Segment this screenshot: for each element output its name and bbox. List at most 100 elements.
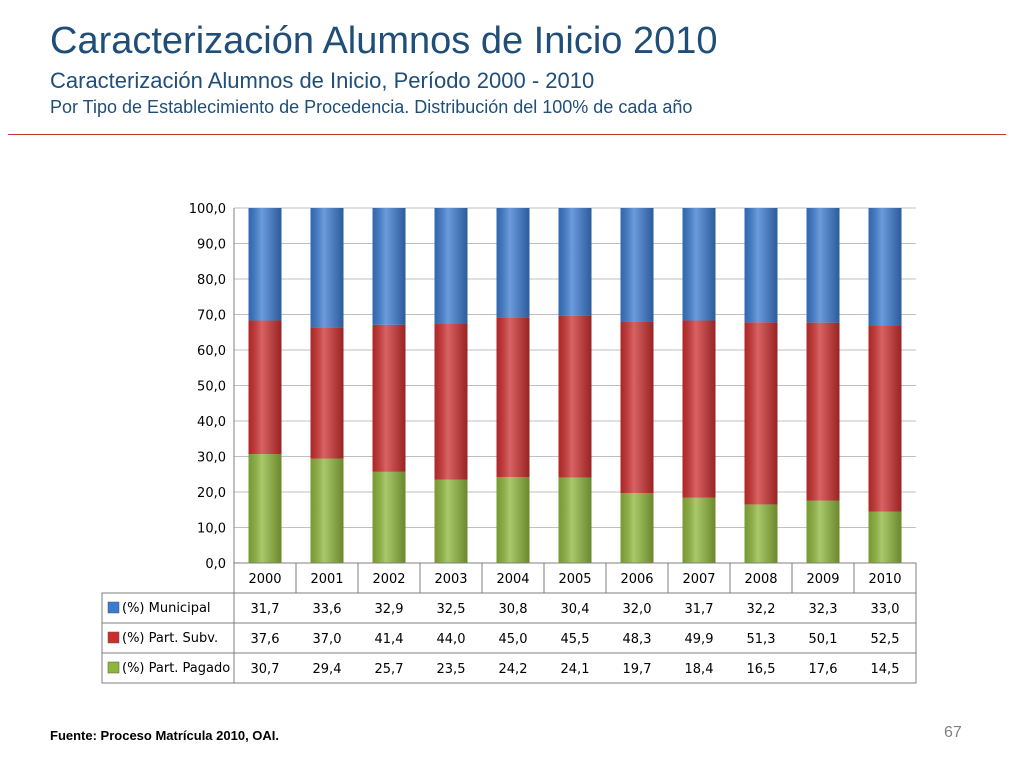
data-label: 51,3 xyxy=(747,632,776,647)
x-tick-label: 2007 xyxy=(682,572,715,587)
bar-segment-shading xyxy=(744,208,778,323)
bar-segment-shading xyxy=(620,208,654,322)
bar-segment-shading xyxy=(248,454,282,563)
bar-segment-shading xyxy=(558,315,592,478)
bar-segment-shading xyxy=(620,321,654,494)
bar-segment-shading xyxy=(248,208,282,321)
bar-segment-shading xyxy=(372,471,406,563)
bar-segment-shading xyxy=(434,479,468,563)
data-label: 31,7 xyxy=(685,602,714,617)
data-label: 32,2 xyxy=(747,602,776,617)
data-label: 32,0 xyxy=(623,602,652,617)
data-label: 45,0 xyxy=(499,632,528,647)
data-label: 33,0 xyxy=(871,602,900,617)
bar-segment-shading xyxy=(248,320,282,455)
data-label: 19,7 xyxy=(623,662,652,677)
y-tick-label: 70,0 xyxy=(197,309,226,324)
bar-segment-shading xyxy=(310,458,344,563)
slide-title: Caracterización Alumnos de Inicio 2010 xyxy=(50,20,718,62)
bar-segment-shading xyxy=(868,208,902,326)
y-tick-label: 50,0 xyxy=(197,380,226,395)
bar-segment-shading xyxy=(310,327,344,459)
x-tick-label: 2003 xyxy=(434,572,467,587)
bar-segment-shading xyxy=(310,208,344,328)
page-number: 67 xyxy=(944,724,962,741)
y-tick-label: 40,0 xyxy=(197,415,226,430)
data-label: 16,5 xyxy=(747,662,776,677)
x-tick-label: 2009 xyxy=(806,572,839,587)
data-label: 30,7 xyxy=(251,662,280,677)
data-label: 24,2 xyxy=(499,662,528,677)
data-table: 2000 2001 2002 2003 2004 2005 2006 2007 2008 2009… xyxy=(101,562,917,684)
data-label: 37,6 xyxy=(251,632,280,647)
bar-segment-shading xyxy=(558,208,592,316)
x-tick-label: 2010 xyxy=(868,572,901,587)
y-tick-label: 0,0 xyxy=(205,557,226,572)
data-label: 33,6 xyxy=(313,602,342,617)
bar-segment-shading xyxy=(806,500,840,563)
data-label: 30,8 xyxy=(499,602,528,617)
data-label: 49,9 xyxy=(685,632,714,647)
x-tick-label: 2006 xyxy=(620,572,653,587)
data-label: 48,3 xyxy=(623,632,652,647)
legend-label: (%) Part. Pagado xyxy=(122,661,230,676)
x-tick-label: 2002 xyxy=(372,572,405,587)
y-tick-label: 20,0 xyxy=(197,486,226,501)
bar-segment-shading xyxy=(496,208,530,318)
data-label: 23,5 xyxy=(437,662,466,677)
bar-segment-shading xyxy=(682,320,716,498)
table-header-row xyxy=(233,562,917,594)
data-label: 52,5 xyxy=(871,632,900,647)
legend-label: (%) Part. Subv. xyxy=(122,631,218,646)
data-label: 24,1 xyxy=(561,662,590,677)
legend-key xyxy=(107,631,120,644)
data-label: 32,5 xyxy=(437,602,466,617)
slide-description: Por Tipo de Establecimiento de Procedenc… xyxy=(50,97,693,117)
y-axis: 0,0 10,0 20,0 30,0 40,0 50,0 60,0 70,0 80,0 90,0 1… xyxy=(189,202,235,572)
bar-segment-shading xyxy=(434,323,468,480)
x-tick-label: 2004 xyxy=(496,572,529,587)
data-label: 25,7 xyxy=(375,662,404,677)
bar-segment-shading xyxy=(496,317,530,478)
bars xyxy=(248,208,902,563)
bar-segment-shading xyxy=(620,493,654,563)
x-tick-label: 2005 xyxy=(558,572,591,587)
y-tick-label: 90,0 xyxy=(197,238,226,253)
bar-segment-shading xyxy=(558,477,592,563)
bar-segment-shading xyxy=(868,511,902,563)
bar-segment-shading xyxy=(682,497,716,563)
x-tick-label: 2008 xyxy=(744,572,777,587)
bar-segment-shading xyxy=(806,322,840,501)
data-label: 41,4 xyxy=(375,632,404,647)
x-tick-label: 2000 xyxy=(248,572,281,587)
data-label: 32,9 xyxy=(375,602,404,617)
table-row xyxy=(101,622,917,654)
data-label: 30,4 xyxy=(561,602,590,617)
bar-segment-shading xyxy=(806,208,840,323)
data-label: 17,6 xyxy=(809,662,838,677)
bar-segment-shading xyxy=(744,504,778,563)
table-row xyxy=(101,652,917,684)
bar-segment-shading xyxy=(372,208,406,325)
source-note: Fuente: Proceso Matrícula 2010, OAI. xyxy=(50,728,280,743)
data-label: 44,0 xyxy=(437,632,466,647)
bar-segment-shading xyxy=(744,322,778,505)
y-tick-label: 60,0 xyxy=(197,344,226,359)
data-label: 37,0 xyxy=(313,632,342,647)
data-label: 31,7 xyxy=(251,602,280,617)
y-tick-label: 10,0 xyxy=(197,522,226,537)
legend-key xyxy=(107,661,120,674)
bar-segment-shading xyxy=(372,324,406,472)
data-label: 50,1 xyxy=(809,632,838,647)
bar-segment-shading xyxy=(496,477,530,563)
y-tick-label: 30,0 xyxy=(197,451,226,466)
bar-segment-shading xyxy=(868,325,902,512)
legend-key xyxy=(107,601,120,614)
legend-label: (%) Municipal xyxy=(122,601,211,616)
table-row xyxy=(101,592,917,624)
data-label: 29,4 xyxy=(313,662,342,677)
title-divider xyxy=(8,134,1006,135)
bar-segment-shading xyxy=(434,208,468,324)
data-label: 45,5 xyxy=(561,632,590,647)
